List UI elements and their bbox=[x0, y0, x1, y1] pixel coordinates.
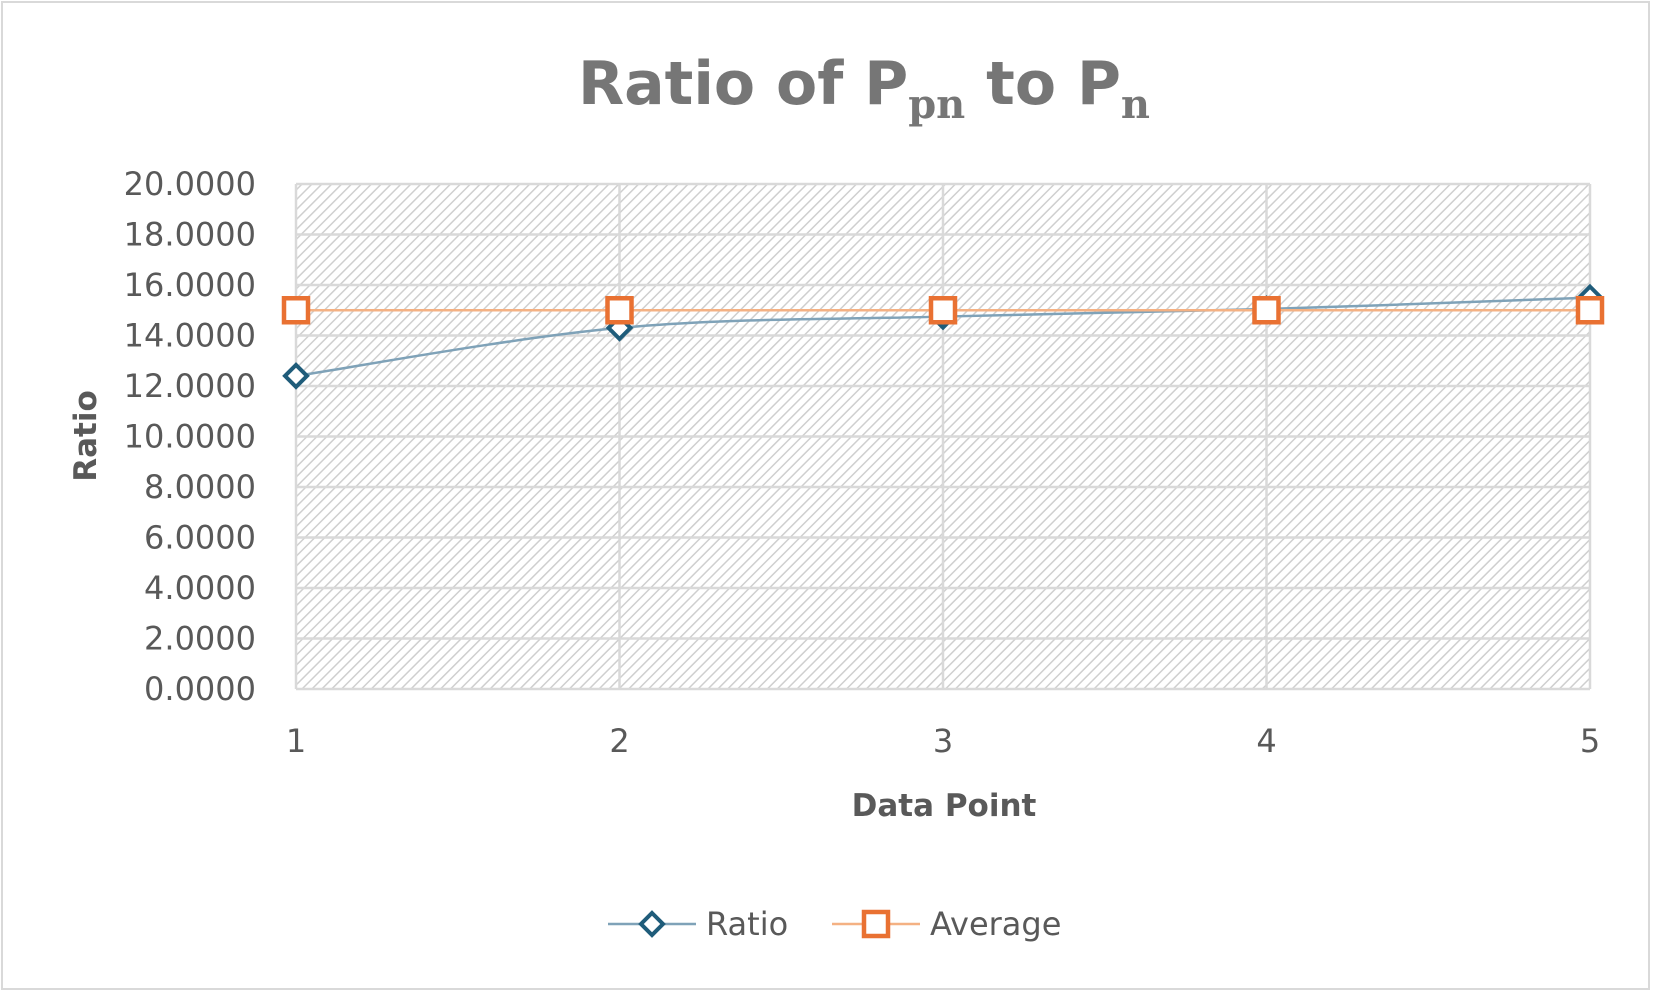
title-prefix: Ratio of P bbox=[578, 49, 908, 119]
data-point-average bbox=[928, 296, 958, 325]
y-tick-label: 10.0000 bbox=[124, 418, 256, 456]
data-point-average bbox=[281, 296, 311, 325]
legend-marker bbox=[861, 909, 891, 939]
y-tick-label: 16.0000 bbox=[124, 266, 256, 304]
x-tick-labels: 1 2 3 4 5 bbox=[286, 722, 1600, 760]
series-average bbox=[281, 296, 1605, 325]
legend-item-average: Average bbox=[832, 905, 1061, 943]
data-point-average bbox=[1252, 296, 1281, 325]
x-tick-label: 3 bbox=[933, 722, 953, 760]
data-point-average bbox=[1575, 296, 1605, 325]
y-axis-title: Ratio bbox=[68, 390, 104, 482]
x-tick-label: 1 bbox=[286, 722, 306, 760]
y-tick-label: 14.0000 bbox=[124, 317, 256, 355]
y-tick-label: 12.0000 bbox=[124, 367, 256, 405]
y-tick-label: 0.0000 bbox=[144, 670, 256, 708]
data-point-ratio bbox=[282, 362, 310, 390]
x-tick-label: 2 bbox=[609, 722, 629, 760]
legend-marker bbox=[638, 910, 666, 938]
title-subscript-n: n bbox=[1121, 81, 1150, 128]
series-group bbox=[281, 283, 1605, 390]
x-tick-label: 4 bbox=[1256, 722, 1276, 760]
title-subscript-pn: pn bbox=[908, 81, 965, 128]
y-tick-label: 6.0000 bbox=[144, 519, 256, 557]
legend-item-ratio: Ratio bbox=[608, 905, 788, 943]
y-tick-label: 2.0000 bbox=[144, 620, 256, 658]
x-axis-title: Data Point bbox=[852, 788, 1037, 824]
y-tick-label: 8.0000 bbox=[144, 468, 256, 506]
x-tick-label: 5 bbox=[1580, 722, 1600, 760]
y-tick-label: 20.0000 bbox=[124, 165, 256, 203]
chart-title: Ratio of Ppn to Pn bbox=[578, 49, 1150, 128]
y-tick-labels: 0.0000 2.0000 4.0000 6.0000 8.0000 10.0000 12.… bbox=[124, 165, 256, 708]
title-middle: to P bbox=[965, 49, 1121, 119]
y-tick-label: 18.0000 bbox=[124, 216, 256, 254]
gridlines bbox=[294, 182, 1592, 691]
data-point-average bbox=[605, 296, 634, 325]
legend: Ratio Average bbox=[608, 905, 1061, 943]
legend-label: Average bbox=[930, 905, 1061, 943]
y-tick-label: 4.0000 bbox=[144, 569, 256, 607]
legend-label: Ratio bbox=[706, 905, 788, 943]
